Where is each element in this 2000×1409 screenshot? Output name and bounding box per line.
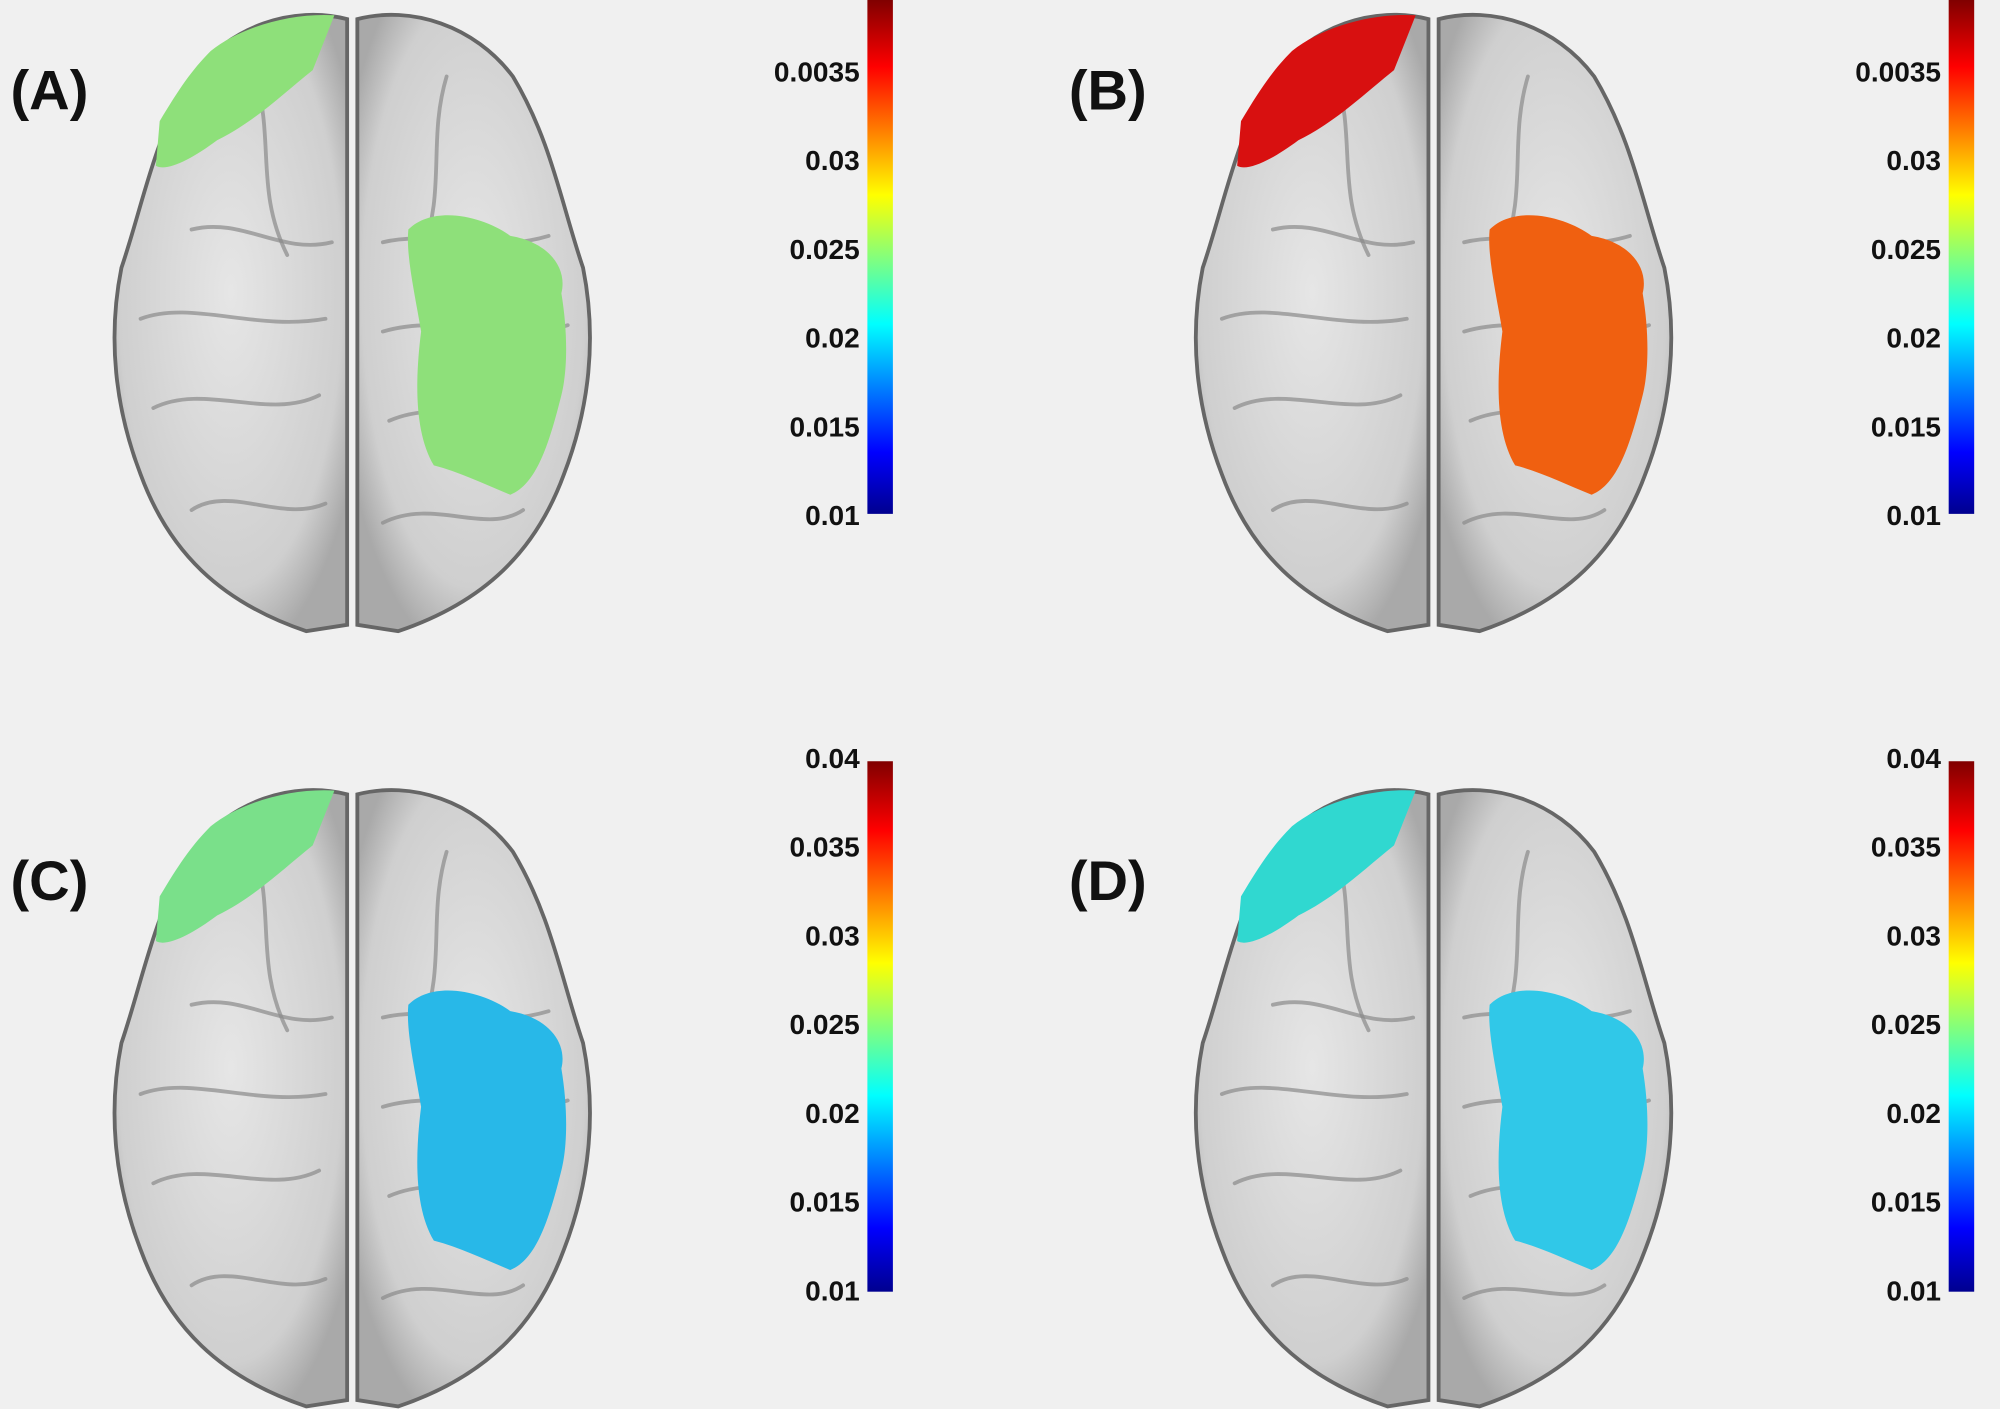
colorbar-tick-label: 0.04 [1886, 743, 1941, 774]
panel: (A) 0.0035 0.03 0.025 0.02 0.015 0.01 [11, 0, 893, 634]
colorbar-tick-label: 0.025 [790, 234, 860, 265]
colorbar-tick-label: 0.025 [1871, 234, 1941, 265]
colorbar [867, 761, 893, 1292]
panel: (D) 0.04 0.035 0.03 0.025 0.02 0.015 0.01 [1069, 743, 1975, 1409]
colorbar-tick-label: 0.02 [805, 1098, 860, 1129]
brain-region [407, 990, 567, 1271]
panel: (B) 0.0035 0.03 0.025 0.02 0.015 0.01 [1069, 0, 1975, 634]
colorbar-tick-label: 0.035 [1871, 832, 1941, 863]
colorbar-tick-label: 0.025 [1871, 1009, 1941, 1040]
colorbar [1948, 761, 1975, 1292]
colorbar-tick-label: 0.03 [805, 920, 860, 951]
colorbar-tick-label: 0.0035 [774, 56, 860, 87]
colorbar-tick-label: 0.02 [805, 323, 860, 354]
brain-region [155, 790, 335, 943]
brain-region [1237, 14, 1416, 168]
panel: (C) 0.04 0.035 0.03 0.025 0.02 0.015 0.01 [11, 743, 893, 1409]
colorbar [1948, 0, 1975, 514]
colorbar-tick-label: 0.03 [805, 145, 860, 176]
colorbar-tick-label: 0.015 [1871, 1187, 1941, 1218]
panel-label: (C) [11, 849, 89, 912]
colorbar-tick-label: 0.035 [790, 832, 860, 863]
colorbar-tick-label: 0.02 [1886, 323, 1941, 354]
colorbar-tick-label: 0.02 [1886, 1098, 1941, 1129]
colorbar-tick-label: 0.01 [1886, 500, 1941, 531]
brain-region [1489, 990, 1648, 1271]
colorbar-tick-label: 0.01 [1886, 1275, 1941, 1306]
colorbar-tick-label: 0.015 [790, 1187, 860, 1218]
colorbar [867, 0, 893, 514]
colorbar-tick-label: 0.0035 [1855, 56, 1941, 87]
brain-region [155, 14, 335, 168]
brain-region [407, 215, 567, 495]
colorbar-tick-label: 0.015 [1871, 411, 1941, 442]
colorbar-tick-label: 0.01 [805, 500, 860, 531]
panel-label: (D) [1069, 849, 1147, 912]
brain-region [1489, 215, 1648, 495]
colorbar-tick-label: 0.01 [805, 1275, 860, 1306]
colorbar-tick-label: 0.04 [805, 743, 860, 774]
colorbar-tick-label: 0.03 [1886, 145, 1941, 176]
panel-label: (B) [1069, 59, 1147, 122]
brain-region [1237, 790, 1416, 943]
colorbar-tick-label: 0.025 [790, 1009, 860, 1040]
colorbar-tick-label: 0.03 [1886, 920, 1941, 951]
panel-label: (A) [11, 59, 89, 122]
colorbar-tick-label: 0.015 [790, 411, 860, 442]
